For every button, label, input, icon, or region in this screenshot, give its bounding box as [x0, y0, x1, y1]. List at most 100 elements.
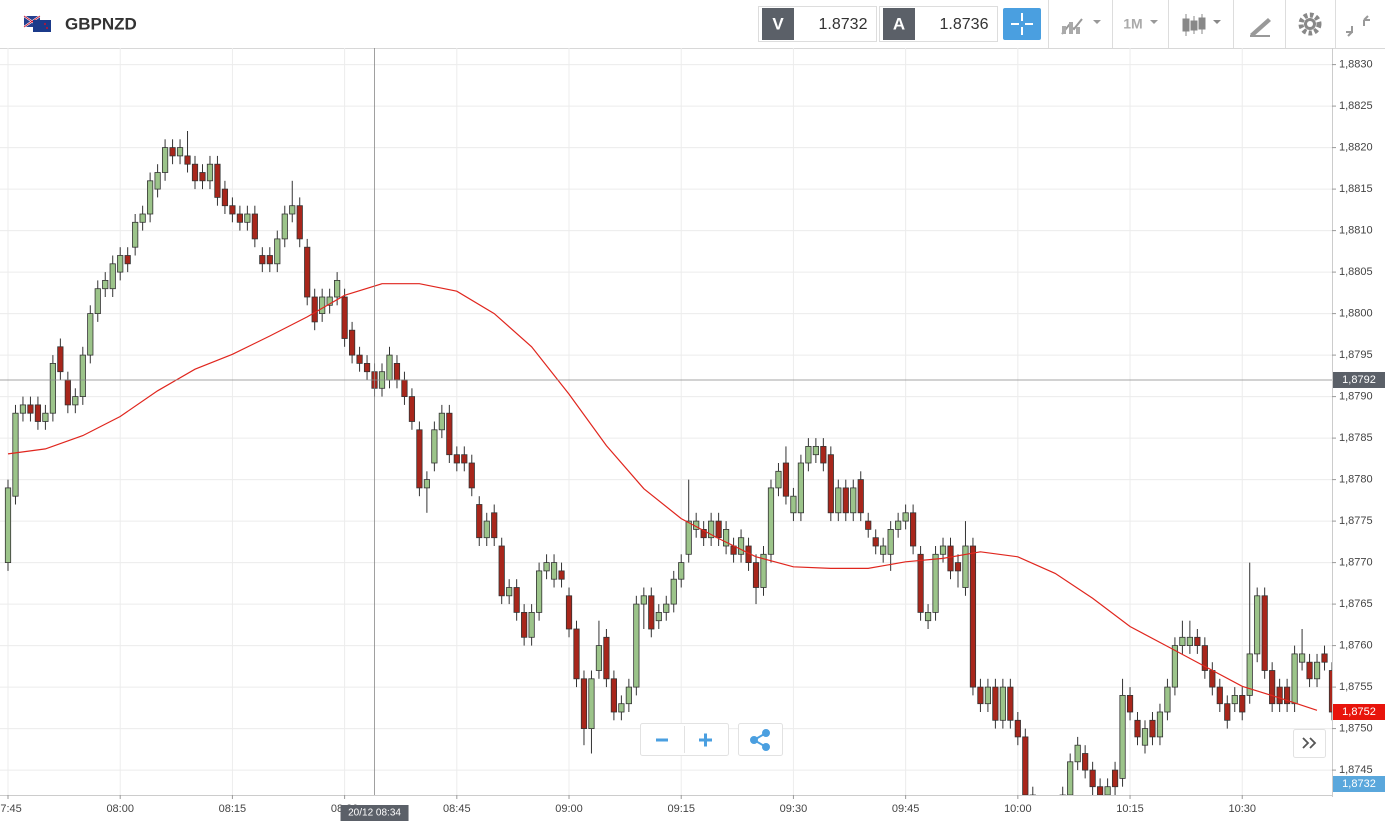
share-button[interactable] — [750, 729, 770, 751]
y-tick-label: 1,8830 — [1339, 59, 1373, 71]
candle-body — [558, 570, 565, 580]
chart-type-button[interactable] — [1182, 14, 1221, 36]
candle-body — [1007, 686, 1014, 721]
plot-area — [0, 48, 1332, 795]
candle-body — [154, 172, 161, 190]
candle-body — [259, 255, 266, 265]
crosshair-time-label: 20/12 08:34 — [348, 808, 401, 819]
x-tick-label: 09:00 — [555, 803, 583, 815]
candle-body — [147, 180, 154, 215]
last-price-label: 1,8752 — [1342, 706, 1376, 718]
candle-body — [790, 495, 797, 514]
candle-body — [274, 238, 281, 265]
bid-price: 1.8732 — [819, 16, 868, 33]
y-tick-label: 1,8775 — [1339, 515, 1373, 527]
candle-body — [1231, 695, 1238, 705]
candle-body — [603, 636, 610, 680]
candle-body — [1216, 686, 1223, 705]
candle-body — [782, 462, 790, 497]
settings-button[interactable] — [1298, 12, 1322, 36]
candle-body — [94, 288, 101, 315]
candle-body — [1261, 595, 1268, 671]
candle-body — [281, 213, 288, 240]
candle-body — [880, 545, 887, 555]
candle-body — [169, 147, 176, 157]
crosshair-time-tag — [340, 805, 409, 821]
x-tick-label: 09:30 — [780, 803, 808, 815]
candle-body — [64, 379, 71, 406]
candle-body — [244, 213, 251, 223]
candle-body — [820, 445, 827, 464]
candle-body — [685, 520, 692, 555]
y-tick-label: 1,8750 — [1339, 723, 1373, 735]
bid-marker-tag — [1333, 776, 1385, 792]
candle-body — [251, 213, 258, 240]
indicator-button[interactable] — [1061, 18, 1101, 35]
scroll-end-button[interactable] — [1293, 729, 1326, 758]
candle-body — [737, 537, 745, 555]
x-tick-label: 07:45 — [0, 803, 22, 815]
y-tick-label: 1,8800 — [1339, 308, 1373, 320]
y-tick-label: 1,8825 — [1339, 100, 1373, 112]
candle-body — [708, 520, 715, 539]
candle-body — [618, 703, 625, 713]
candle-body — [139, 213, 146, 223]
candle-body — [221, 188, 229, 207]
candle-body — [199, 172, 206, 182]
candle-body — [924, 612, 932, 622]
candle-body — [304, 246, 311, 298]
candle-body — [19, 404, 27, 414]
candle-body — [72, 396, 79, 406]
candle-body — [1022, 736, 1029, 795]
candle-body — [42, 412, 49, 422]
candle-body — [835, 487, 842, 514]
candle-body — [1328, 670, 1332, 713]
candle-body — [767, 487, 775, 555]
candle-body — [334, 279, 341, 298]
candle-body — [760, 553, 767, 588]
draw-button[interactable] — [1250, 18, 1271, 37]
candle-body — [550, 562, 558, 580]
candle-body — [1141, 728, 1149, 746]
candle-body — [954, 562, 962, 572]
candle-body — [34, 404, 42, 422]
candle-body — [969, 545, 977, 688]
candle-body — [595, 645, 603, 671]
candle-body — [1254, 595, 1261, 655]
y-tick-label: 1,8820 — [1339, 142, 1373, 154]
candle-body — [887, 529, 894, 555]
candle-body — [476, 504, 483, 539]
flag-icon — [23, 15, 51, 32]
candle-body — [1276, 686, 1283, 705]
y-tick-label: 1,8785 — [1339, 432, 1373, 444]
candle-body — [117, 255, 124, 273]
candle-body — [1126, 695, 1134, 713]
candle-body — [857, 479, 864, 514]
candle-body — [723, 529, 730, 547]
candle-body — [648, 595, 655, 630]
candle-body — [393, 362, 401, 381]
candle-body — [319, 296, 326, 315]
x-tick-label: 09:45 — [892, 803, 920, 815]
candle-body — [341, 296, 348, 339]
collapse-button[interactable] — [1346, 15, 1370, 37]
crosshair-price-tag — [1333, 372, 1385, 388]
candle-body — [1097, 786, 1104, 795]
ask-price: 1.8736 — [940, 16, 989, 33]
candle-body — [513, 587, 520, 613]
candle-body — [610, 678, 617, 713]
candle-body — [176, 147, 184, 157]
y-tick-label: 1,8745 — [1339, 764, 1373, 776]
candle-body — [491, 512, 498, 539]
y-tick-label: 1,8810 — [1339, 225, 1373, 237]
bid-label-box — [762, 8, 794, 40]
zoom-in-button[interactable] — [699, 733, 712, 747]
candle-body — [565, 595, 573, 630]
interval-button[interactable]: 1M — [1123, 16, 1158, 32]
candle-body — [962, 545, 969, 588]
crosshair-button[interactable] — [1003, 8, 1041, 40]
candle-body — [498, 545, 505, 597]
candle-body — [506, 587, 513, 597]
y-tick-label: 1,8780 — [1339, 474, 1373, 486]
